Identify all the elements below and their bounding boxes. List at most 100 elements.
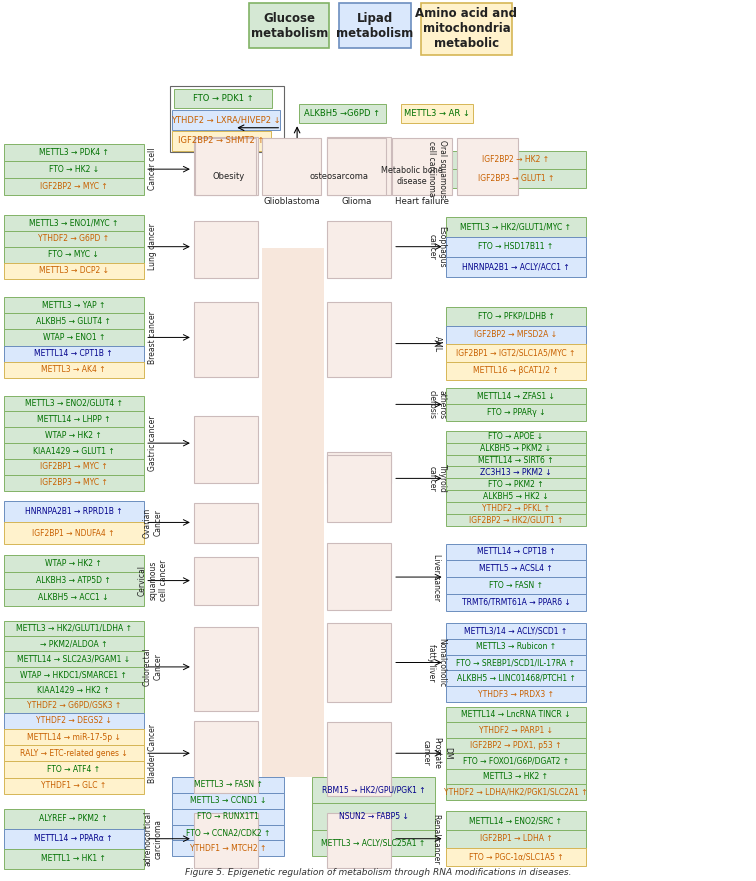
Text: IGF2BP2 → HK2/GLUT1 ↑: IGF2BP2 → HK2/GLUT1 ↑ [469,515,563,524]
Text: FTO → PKM2 ↑: FTO → PKM2 ↑ [488,480,544,489]
FancyBboxPatch shape [4,636,144,652]
FancyBboxPatch shape [446,490,586,502]
FancyBboxPatch shape [446,544,586,560]
FancyBboxPatch shape [446,722,586,738]
FancyBboxPatch shape [446,811,586,830]
Text: YTHDF2 → LDHA/HK2/PGK1/SLC2A1 ↑: YTHDF2 → LDHA/HK2/PGK1/SLC2A1 ↑ [445,788,587,796]
FancyBboxPatch shape [327,137,391,195]
FancyBboxPatch shape [446,768,586,784]
Text: Esophagus
cancer: Esophagus cancer [427,226,447,268]
FancyBboxPatch shape [4,144,144,160]
Text: IGF2BP1 → MYC ↑: IGF2BP1 → MYC ↑ [40,463,107,471]
FancyBboxPatch shape [4,745,144,761]
FancyBboxPatch shape [446,560,586,577]
FancyBboxPatch shape [457,138,518,195]
FancyBboxPatch shape [446,362,586,380]
FancyBboxPatch shape [194,557,258,605]
Text: IGF2BP2 → MYC ↑: IGF2BP2 → MYC ↑ [40,181,107,190]
Text: METTL3 → HK2/GLUT1/MYC ↑: METTL3 → HK2/GLUT1/MYC ↑ [460,222,572,231]
Text: FTO → HSD17B11 ↑: FTO → HSD17B11 ↑ [479,242,553,251]
FancyBboxPatch shape [194,721,258,793]
FancyBboxPatch shape [194,221,258,278]
Text: ALKBH5 → GLUT4 ↑: ALKBH5 → GLUT4 ↑ [36,316,111,326]
Text: WTAP → HK2 ↑: WTAP → HK2 ↑ [45,431,102,440]
Text: METTL14 → ENO2/SRC ↑: METTL14 → ENO2/SRC ↑ [469,816,562,825]
Text: KIAA1429 → GLUT1 ↑: KIAA1429 → GLUT1 ↑ [33,447,115,455]
Text: Lung cancer: Lung cancer [148,223,157,270]
FancyBboxPatch shape [446,623,586,639]
FancyBboxPatch shape [312,830,435,856]
FancyBboxPatch shape [172,777,284,793]
FancyBboxPatch shape [172,793,284,809]
FancyBboxPatch shape [327,138,386,195]
FancyBboxPatch shape [446,326,586,344]
Text: FTO → MYC ↓: FTO → MYC ↓ [48,250,99,259]
FancyBboxPatch shape [4,263,144,278]
FancyBboxPatch shape [4,809,144,829]
FancyBboxPatch shape [446,670,586,686]
Text: METTL3 → AR ↓: METTL3 → AR ↓ [404,109,469,118]
Text: FTO → FOXO1/G6P/DGAT2 ↑: FTO → FOXO1/G6P/DGAT2 ↑ [463,757,569,766]
Text: Amino acid and
mitochondria
metabolic: Amino acid and mitochondria metabolic [416,7,517,50]
FancyBboxPatch shape [446,151,586,169]
Text: YTHDF2 → DEGS2 ↓: YTHDF2 → DEGS2 ↓ [36,716,112,725]
Text: IGF2BP2 → PDX1, p53 ↑: IGF2BP2 → PDX1, p53 ↑ [470,741,562,750]
FancyBboxPatch shape [446,478,586,490]
FancyBboxPatch shape [392,138,452,195]
FancyBboxPatch shape [4,362,144,378]
Text: Nonalcoholic
fatty liver: Nonalcoholic fatty liver [427,638,447,687]
Text: RBM15 → HK2/GPU/PGK1 ↑: RBM15 → HK2/GPU/PGK1 ↑ [321,786,426,795]
FancyBboxPatch shape [4,698,144,714]
FancyBboxPatch shape [4,589,144,606]
Text: FTO → RUNX1T1: FTO → RUNX1T1 [197,812,259,821]
FancyBboxPatch shape [446,388,586,404]
Text: YTHDF2 → G6PD ↑: YTHDF2 → G6PD ↑ [38,234,110,243]
Text: HNRNPA2B1 → RPRD1B ↑: HNRNPA2B1 → RPRD1B ↑ [25,507,122,516]
Text: ALKBH5 → PKM2 ↓: ALKBH5 → PKM2 ↓ [480,444,552,453]
FancyBboxPatch shape [172,809,284,825]
Text: METTL3 → YAP ↑: METTL3 → YAP ↑ [42,300,105,309]
FancyBboxPatch shape [446,594,586,611]
FancyBboxPatch shape [339,3,411,48]
Text: Glioma: Glioma [341,197,372,206]
FancyBboxPatch shape [4,713,144,729]
Text: METTL3 → HK2 ↑: METTL3 → HK2 ↑ [484,772,548,781]
Text: IGF2BP2 → HK2 ↑: IGF2BP2 → HK2 ↑ [482,155,550,165]
Text: FTO → FASN ↑: FTO → FASN ↑ [489,581,543,590]
Text: ALKBH5 → ACC1 ↓: ALKBH5 → ACC1 ↓ [39,593,109,602]
FancyBboxPatch shape [4,160,144,178]
Text: ALYREF → PKM2 ↑: ALYREF → PKM2 ↑ [39,814,108,823]
FancyBboxPatch shape [421,3,512,55]
FancyBboxPatch shape [4,396,144,411]
Text: Colorectal
Cancer: Colorectal Cancer [143,648,163,686]
FancyBboxPatch shape [262,248,324,777]
Text: METTL3 → ACLY/SLC25A1 ↑: METTL3 → ACLY/SLC25A1 ↑ [321,839,426,848]
Text: METTL14 → LncRNA TINCR ↓: METTL14 → LncRNA TINCR ↓ [461,710,571,719]
Text: Figure 5. Epigenetic regulation of metabolism through RNA modifications in disea: Figure 5. Epigenetic regulation of metab… [184,868,572,877]
FancyBboxPatch shape [262,138,321,195]
FancyBboxPatch shape [446,753,586,768]
FancyBboxPatch shape [172,825,284,840]
Text: YTHDF1 → GLC ↑: YTHDF1 → GLC ↑ [41,781,107,790]
FancyBboxPatch shape [4,178,144,195]
FancyBboxPatch shape [4,555,144,572]
Text: HNRNPA2B1 → ACLY/ACC1 ↑: HNRNPA2B1 → ACLY/ACC1 ↑ [462,263,570,271]
FancyBboxPatch shape [446,577,586,594]
FancyBboxPatch shape [446,344,586,362]
FancyBboxPatch shape [312,803,435,830]
FancyBboxPatch shape [4,215,144,231]
Text: METTL14 → PPARα ↑: METTL14 → PPARα ↑ [34,834,113,843]
Text: WTAP → HK2 ↑: WTAP → HK2 ↑ [45,559,102,568]
Text: FTO → PDK1 ↑: FTO → PDK1 ↑ [193,94,253,103]
FancyBboxPatch shape [4,829,144,848]
Text: IGF2BP2 → SHMT2 ↑: IGF2BP2 → SHMT2 ↑ [178,137,265,145]
FancyBboxPatch shape [174,89,272,108]
FancyBboxPatch shape [4,247,144,263]
FancyBboxPatch shape [4,459,144,475]
FancyBboxPatch shape [195,138,256,195]
Text: METTL14 → miR-17-5p ↓: METTL14 → miR-17-5p ↓ [26,732,121,742]
Text: IGF2BP3 → MYC ↑: IGF2BP3 → MYC ↑ [40,478,107,487]
Text: TRMT6/TRMT61A → PPARδ ↓: TRMT6/TRMT61A → PPARδ ↓ [462,597,570,607]
FancyBboxPatch shape [312,777,435,803]
FancyBboxPatch shape [4,329,144,345]
